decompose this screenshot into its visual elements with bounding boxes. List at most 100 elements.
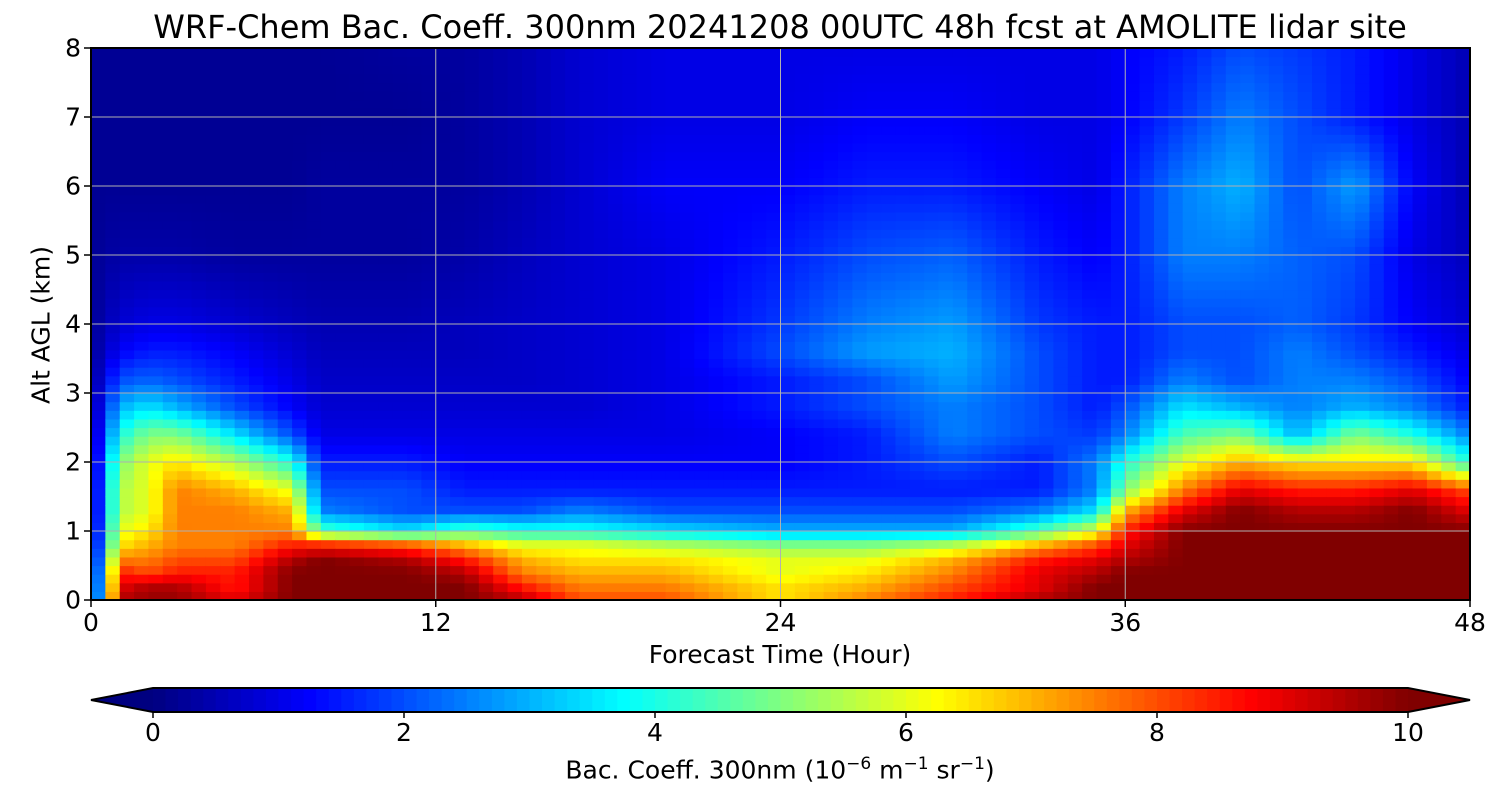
heatmap-cell — [320, 487, 336, 498]
heatmap-cell — [421, 505, 437, 515]
heatmap-cell — [191, 229, 207, 239]
heatmap-cell — [895, 427, 911, 437]
heatmap-cell — [177, 556, 193, 567]
heatmap-cell — [1010, 418, 1026, 429]
heatmap-cell — [737, 367, 753, 377]
heatmap-cell — [780, 289, 796, 299]
heatmap-cell — [134, 48, 150, 58]
heatmap-cell — [723, 160, 738, 170]
heatmap-cell — [162, 186, 178, 196]
heatmap-cell — [723, 427, 738, 437]
heatmap-cell — [1039, 48, 1055, 58]
heatmap-cell — [105, 332, 121, 342]
heatmap-cell — [608, 255, 624, 265]
heatmap-cell — [220, 108, 236, 118]
heatmap-cell — [1010, 306, 1026, 316]
heatmap-cell — [593, 556, 609, 567]
heatmap-cell — [665, 186, 681, 196]
heatmap-cell — [507, 574, 523, 584]
heatmap-cell — [924, 151, 940, 161]
heatmap-cell — [636, 125, 652, 135]
heatmap-cell — [263, 280, 279, 291]
heatmap-cell — [435, 177, 451, 187]
heatmap-cell — [205, 65, 221, 75]
heatmap-cell — [565, 513, 580, 523]
heatmap-cell — [679, 384, 695, 394]
heatmap-cell — [967, 177, 983, 187]
heatmap-cell — [119, 531, 135, 541]
heatmap-cell — [335, 384, 351, 394]
heatmap-cell — [435, 505, 451, 515]
heatmap-cell — [450, 177, 466, 187]
heatmap-cell — [737, 591, 753, 600]
heatmap-cell — [105, 384, 121, 394]
heatmap-cell — [1139, 246, 1155, 256]
heatmap-cell — [148, 65, 164, 75]
heatmap-cell — [794, 142, 810, 153]
heatmap-cell — [306, 263, 322, 273]
heatmap-cell — [148, 565, 164, 575]
heatmap-cell — [593, 125, 609, 135]
heatmap-cell — [320, 574, 336, 584]
heatmap-cell — [1139, 280, 1155, 291]
heatmap-cell — [1010, 168, 1026, 178]
heatmap-cell — [91, 324, 106, 334]
heatmap-cell — [981, 410, 997, 420]
heatmap-cell — [1153, 168, 1169, 178]
heatmap-cell — [191, 48, 207, 58]
heatmap-cell — [162, 220, 178, 230]
heatmap-cell — [1053, 505, 1069, 515]
heatmap-cell — [823, 324, 839, 334]
heatmap-cell — [708, 108, 724, 118]
heatmap-cell — [162, 151, 178, 161]
heatmap-cell — [608, 487, 624, 498]
heatmap-cell — [335, 505, 351, 515]
heatmap-cell — [1039, 246, 1055, 256]
heatmap-cell — [493, 582, 509, 592]
heatmap-cell — [91, 487, 106, 498]
heatmap-cell — [521, 427, 537, 437]
heatmap-cell — [881, 315, 897, 325]
heatmap-cell — [320, 315, 336, 325]
heatmap-cell — [823, 194, 839, 204]
heatmap-cell — [809, 462, 825, 472]
heatmap-cell — [421, 341, 437, 351]
heatmap-cell — [823, 160, 839, 170]
heatmap-cell — [852, 237, 868, 247]
heatmap-cell — [636, 453, 652, 463]
heatmap-cell — [191, 470, 207, 480]
heatmap-cell — [292, 194, 308, 204]
heatmap-cell — [1110, 125, 1126, 135]
heatmap-cell — [450, 168, 466, 178]
heatmap-cell — [349, 82, 365, 92]
heatmap-cell — [909, 496, 925, 506]
heatmap-cell — [981, 108, 997, 118]
heatmap-cell — [105, 82, 121, 92]
heatmap-cell — [909, 349, 925, 360]
heatmap-cell — [249, 574, 264, 584]
heatmap-cell — [766, 358, 782, 368]
heatmap-cell — [536, 125, 552, 135]
heatmap-cell — [723, 487, 738, 498]
heatmap-cell — [292, 582, 308, 592]
heatmap-cell — [1010, 384, 1026, 394]
heatmap-cell — [277, 315, 293, 325]
heatmap-cell — [636, 462, 652, 472]
heatmap-cell — [593, 582, 609, 592]
heatmap-cell — [1153, 272, 1169, 282]
heatmap-cell — [924, 229, 940, 239]
heatmap-cell — [191, 505, 207, 515]
heatmap-cell — [306, 177, 322, 187]
heatmap-cell — [608, 341, 624, 351]
heatmap-cell — [881, 539, 897, 549]
heatmap-cell — [579, 134, 595, 144]
heatmap-cell — [1010, 332, 1026, 342]
heatmap-cell — [220, 539, 236, 549]
heatmap-cell — [234, 117, 250, 127]
heatmap-cell — [665, 255, 681, 265]
heatmap-cell — [464, 211, 480, 222]
heatmap-cell — [550, 470, 566, 480]
heatmap-cell — [407, 358, 422, 368]
heatmap-cell — [766, 332, 782, 342]
heatmap-cell — [464, 229, 480, 239]
